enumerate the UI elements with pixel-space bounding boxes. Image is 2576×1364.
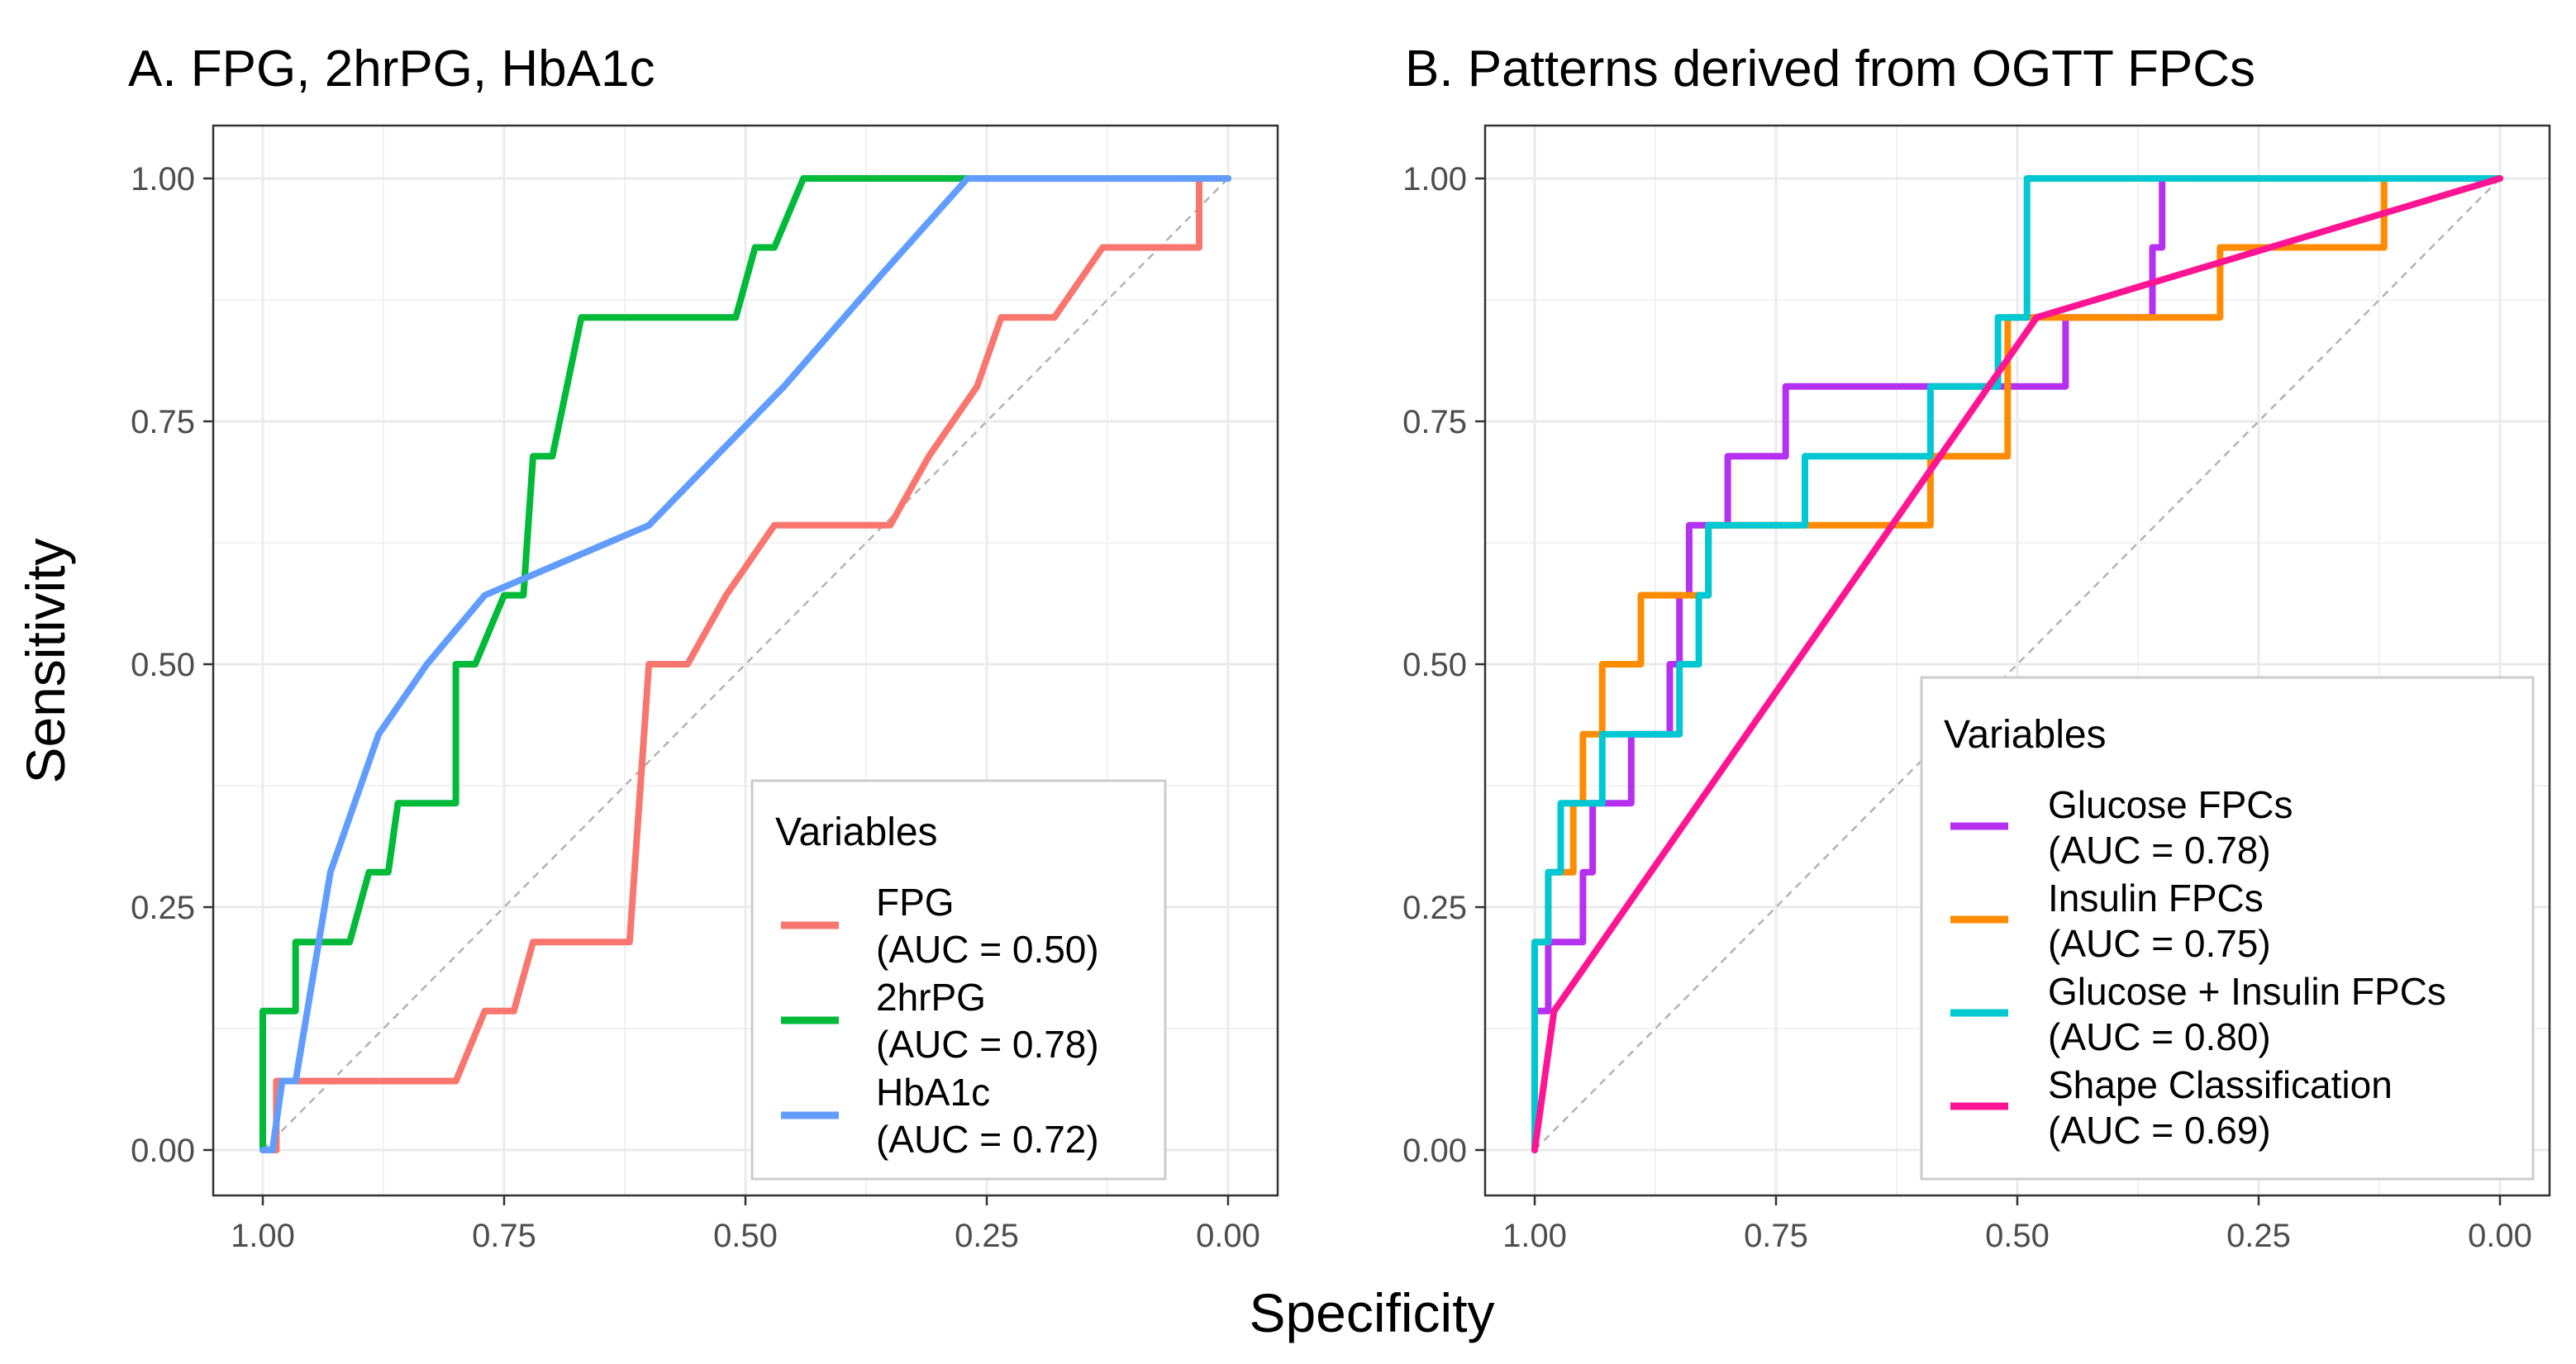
panel-b-ticks: 1.00 0.75 0.50 0.25 0.00 0.00 0.25 0.50 0.75 1.00 <box>1402 161 2532 1254</box>
panel-a-legend: Variables FPG (AUC = 0.50) 2hrPG (AUC = … <box>750 779 1167 1181</box>
legend-auc-fpg: (AUC = 0.50) <box>876 928 1099 971</box>
panel-b-legend: Variables Glucose FPCs (AUC = 0.78) Insu… <box>1920 676 2535 1181</box>
legend-auc-insulin-fpcs: (AUC = 0.75) <box>2048 922 2271 965</box>
panel-a-legend-title: Variables <box>775 810 938 854</box>
panel-b-y-tick-label: 0.25 <box>1402 890 1467 926</box>
roc-line-2hrpg <box>260 175 1231 1153</box>
panel-b-y-tick-label: 0.50 <box>1402 647 1467 683</box>
panel-a-x-tick-label: 1.00 <box>231 1218 295 1254</box>
legend-label-hba1c: HbA1c <box>876 1071 990 1114</box>
panel-a-title: A. FPG, 2hrPG, HbA1c <box>128 40 655 97</box>
panel-a-ticks: 1.00 0.75 0.50 0.25 0.00 0.00 0.25 0.50 0.75 1.00 <box>131 161 1260 1254</box>
y-axis-label: Sensitivity <box>15 538 76 783</box>
panel-b-y-tick-label: 0.00 <box>1402 1133 1467 1169</box>
legend-label-shape-classification: Shape Classification <box>2048 1063 2393 1106</box>
panel-b-legend-title: Variables <box>1944 713 2107 757</box>
legend-label-glucose-fpcs: Glucose FPCs <box>2048 783 2293 826</box>
x-axis-label: Specificity <box>1249 1282 1494 1343</box>
legend-auc-shape-classification: (AUC = 0.69) <box>2048 1109 2271 1152</box>
roc-line-shape-classification <box>1531 175 2503 1153</box>
panel-a-x-tick-label: 0.50 <box>713 1218 778 1254</box>
roc-line-fpg <box>260 175 1231 1153</box>
legend-label-fpg: FPG <box>876 881 955 924</box>
panel-a: A. FPG, 2hrPG, HbA1c 1.00 0.75 0.50 0.25 0.0… <box>128 40 1279 1254</box>
panel-a-diagonal-line <box>262 178 1229 1151</box>
panel-a-y-tick-label: 0.00 <box>131 1133 195 1169</box>
panel-b-title: B. Patterns derived from OGTT FPCs <box>1405 40 2255 97</box>
panel-b-series-lines <box>1531 175 2503 1153</box>
legend-label-insulin-fpcs: Insulin FPCs <box>2048 877 2264 920</box>
legend-auc-glucose-fpcs: (AUC = 0.78) <box>2048 829 2271 872</box>
panel-b-diagonal-line <box>1534 178 2501 1151</box>
panel-b-x-tick-label: 0.00 <box>2468 1218 2532 1254</box>
panel-a-x-tick-label: 0.00 <box>1196 1218 1260 1254</box>
panel-b-reference-diagonal <box>1534 178 2501 1151</box>
panel-b: B. Patterns derived from OGTT FPCs 1.00 0… <box>1402 40 2551 1254</box>
panel-b-y-tick-label: 1.00 <box>1402 161 1467 197</box>
panel-a-x-tick-label: 0.25 <box>955 1218 1019 1254</box>
panel-b-x-tick-label: 0.25 <box>2226 1218 2291 1254</box>
panel-b-x-tick-label: 0.50 <box>1985 1218 2050 1254</box>
legend-auc-2hrpg: (AUC = 0.78) <box>876 1023 1099 1066</box>
panel-a-x-tick-label: 0.75 <box>472 1218 536 1254</box>
panel-b-y-tick-label: 0.75 <box>1402 404 1467 440</box>
panel-b-legend-box <box>1920 676 2535 1181</box>
panel-a-y-tick-label: 0.25 <box>131 890 195 926</box>
legend-auc-hba1c: (AUC = 0.72) <box>876 1118 1099 1161</box>
panel-a-y-tick-label: 1.00 <box>131 161 195 197</box>
legend-label-2hrpg: 2hrPG <box>876 976 986 1019</box>
panel-a-y-tick-label: 0.75 <box>131 404 195 440</box>
panel-b-x-tick-label: 1.00 <box>1502 1218 1567 1254</box>
legend-auc-glucose-insulin-fpcs: (AUC = 0.80) <box>2048 1015 2271 1058</box>
panel-a-reference-diagonal <box>262 178 1229 1151</box>
roc-line-hba1c <box>260 175 1231 1153</box>
legend-label-glucose-insulin-fpcs: Glucose + Insulin FPCs <box>2048 970 2446 1013</box>
panel-a-y-tick-label: 0.50 <box>131 647 195 683</box>
roc-line-insulin-fpcs <box>1531 175 2503 1153</box>
panel-a-series-lines <box>260 175 1231 1153</box>
panel-b-x-tick-label: 0.75 <box>1744 1218 1808 1254</box>
roc-line-glucose-insulin-fpcs <box>1531 175 2503 1153</box>
